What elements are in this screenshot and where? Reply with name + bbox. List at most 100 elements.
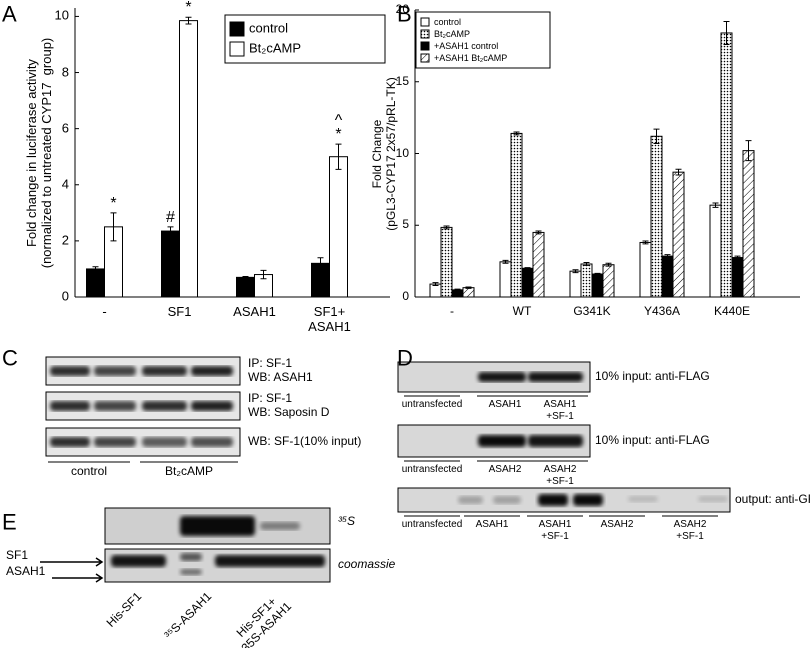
lane-label: ASAH2 +SF-1 <box>673 519 707 542</box>
lane-label: ASAH1 +SF-1 <box>538 519 572 542</box>
lane-label: untransfected <box>401 519 463 530</box>
y-axis-label: Fold Change (pGL3-CYP17 2x57/pRL-TK) <box>370 76 398 231</box>
lane-label: untransfected <box>401 464 463 475</box>
blot-band <box>142 437 187 447</box>
panel-letter: B <box>397 1 412 27</box>
legend-swatch <box>229 41 245 57</box>
blot-band <box>94 401 136 411</box>
legend-swatch <box>420 17 430 27</box>
blot-band <box>50 437 90 447</box>
error-bar <box>653 128 660 144</box>
y-tick-label: 15 <box>395 73 409 88</box>
blot-band <box>111 555 166 567</box>
error-bar <box>443 225 450 230</box>
blot-label: IP: SF-1 WB: Saposin D <box>248 391 330 419</box>
error-bar <box>572 269 579 274</box>
y-tick-label: 20 <box>395 2 409 17</box>
error-bar <box>605 262 612 267</box>
blot-band <box>628 496 658 502</box>
group-label: Bt₂cAMP <box>165 464 213 479</box>
bar <box>569 270 582 298</box>
blot-band <box>50 366 90 376</box>
blot-band <box>458 496 483 504</box>
x-tick-label: SF1 <box>167 304 192 319</box>
y-tick-label: 10 <box>395 145 409 160</box>
blot-band <box>493 496 521 504</box>
blot-band <box>191 401 233 411</box>
y-tick-label: 5 <box>402 217 409 232</box>
bar <box>329 156 348 298</box>
blot-band <box>142 401 187 411</box>
legend-swatch <box>420 41 430 51</box>
error-bar <box>185 16 192 25</box>
bar <box>236 276 255 298</box>
bar <box>709 204 722 298</box>
group-label: control <box>70 464 108 479</box>
y-tick-label: 4 <box>61 176 69 192</box>
x-tick-label: - <box>102 304 107 319</box>
x-tick-label: - <box>450 304 454 318</box>
blot-band <box>180 553 202 561</box>
error-bar <box>260 269 267 280</box>
blot-band <box>94 437 136 447</box>
error-bar <box>664 254 671 259</box>
blot-band <box>478 372 526 382</box>
bar <box>742 150 755 298</box>
blot-label: ³⁵S <box>338 514 356 529</box>
arrow-label: SF1 <box>6 548 29 563</box>
legend-swatch <box>420 53 430 63</box>
blot-band <box>478 435 526 447</box>
error-bar <box>110 212 117 242</box>
arrow <box>52 573 104 583</box>
bar <box>731 257 744 298</box>
blot-band <box>528 372 583 382</box>
error-bar <box>734 255 741 260</box>
error-bar <box>335 143 342 170</box>
error-bar <box>92 266 99 272</box>
x-tick-label: Y436A <box>643 304 681 318</box>
lane-label: untransfected <box>401 399 463 410</box>
bar <box>521 267 534 298</box>
panel-letter: E <box>2 509 17 535</box>
bar <box>591 273 604 298</box>
legend-box <box>415 11 551 69</box>
annotation: * <box>335 125 342 143</box>
blot-band <box>698 496 728 502</box>
y-tick-label: 6 <box>61 120 69 136</box>
blot-label: coomassie <box>338 557 396 572</box>
bar <box>440 226 453 298</box>
legend-swatch <box>229 21 245 37</box>
error-bar <box>675 168 682 176</box>
y-tick-label: 0 <box>61 288 69 304</box>
error-bar <box>454 288 461 292</box>
bar <box>580 263 593 298</box>
legend-label: control <box>434 16 462 27</box>
bar <box>429 283 442 298</box>
arrow <box>40 557 104 567</box>
arrow-label: ASAH1 <box>6 564 46 579</box>
blot-label: IP: SF-1 WB: ASAH1 <box>248 356 313 384</box>
blot-label: output: anti-GFP <box>735 492 810 507</box>
y-tick-label: 10 <box>54 7 69 23</box>
annotation: # <box>166 208 175 226</box>
y-tick-label: 8 <box>61 64 69 80</box>
panel-letter: C <box>2 345 18 371</box>
lane-label: ASAH1 +SF-1 <box>543 399 577 422</box>
blot-band <box>528 435 583 447</box>
blot-band <box>260 522 300 530</box>
blot-band <box>191 437 233 447</box>
legend-label: Bt₂cAMP <box>249 40 301 56</box>
error-bar <box>642 240 649 245</box>
blot-band <box>573 494 603 506</box>
blot-label: 10% input: anti-FLAG <box>595 433 710 448</box>
bar <box>639 241 652 298</box>
blot-band <box>180 516 255 536</box>
error-bar <box>465 286 472 289</box>
lane-label: ASAH1 <box>475 519 509 530</box>
legend-box <box>224 14 386 64</box>
error-bar <box>513 131 520 136</box>
legend-label: +ASAH1 control <box>434 40 499 51</box>
error-bar <box>524 267 531 270</box>
